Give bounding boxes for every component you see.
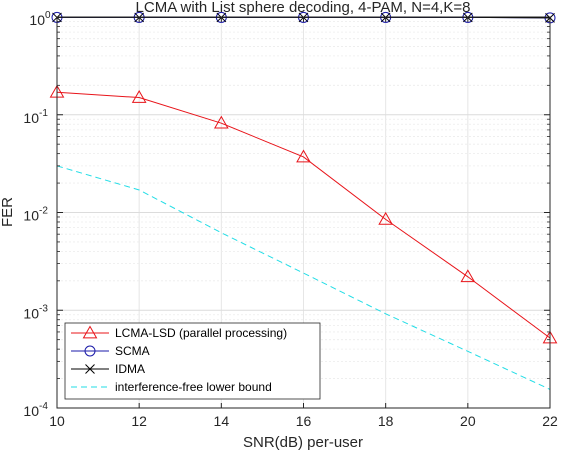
y-axis-label: FER xyxy=(0,197,16,227)
legend-entry: interference-free lower bound xyxy=(71,380,272,394)
series-marker xyxy=(131,90,147,103)
legend-entries: LCMA-LSD (parallel processing) SCMA IDMA in… xyxy=(71,325,287,394)
tick-marks xyxy=(56,16,551,409)
legend-entry: LCMA-LSD (parallel processing) xyxy=(71,325,287,340)
y-tick-label: 10 -4 xyxy=(23,401,48,419)
legend-marker xyxy=(84,345,96,357)
y-tick-label: 10 -1 xyxy=(23,108,48,126)
legend-label: LCMA-LSD (parallel processing) xyxy=(115,326,287,340)
series-line xyxy=(56,91,551,339)
y-tick-base: 10 xyxy=(23,403,39,419)
y-tick-base: 10 xyxy=(23,110,39,126)
x-tick-label: 14 xyxy=(214,413,230,429)
x-tick-label: 18 xyxy=(378,413,394,429)
legend-label: interference-free lower bound xyxy=(115,380,272,394)
legend: LCMA-LSD (parallel processing) SCMA IDMA in… xyxy=(64,322,321,400)
y-tick-label: 10 -3 xyxy=(23,303,48,321)
series-marker xyxy=(213,115,229,129)
y-tick-label: 10 -2 xyxy=(23,206,48,224)
legend-label: IDMA xyxy=(115,362,145,376)
y-tick-base: 10 xyxy=(29,12,45,28)
y-tick-exponent: 0 xyxy=(45,10,51,21)
x-tick-label: 20 xyxy=(460,413,476,429)
legend-entry: SCMA xyxy=(71,344,150,358)
x-marker-stroke xyxy=(85,364,95,374)
y-tick-label: 10 0 xyxy=(29,10,51,28)
y-tick-exponent: -2 xyxy=(39,206,48,217)
y-tick-exponent: -4 xyxy=(39,401,48,412)
y-tick-base: 10 xyxy=(23,208,39,224)
x-tick-labels: 10 12 14 16 18 20 22 xyxy=(49,413,558,429)
y-tick-base: 10 xyxy=(23,305,39,321)
x-axis-label: SNR(dB) per-user xyxy=(243,434,363,451)
series-line xyxy=(56,165,551,390)
series-4 xyxy=(56,165,551,390)
y-tick-exponent: -3 xyxy=(39,303,48,314)
x-tick-label: 12 xyxy=(131,413,147,429)
x-tick-label: 16 xyxy=(296,413,312,429)
legend-box xyxy=(64,322,321,400)
legend-entry: IDMA xyxy=(71,362,145,376)
series-marker xyxy=(378,211,394,225)
x-tick-label: 22 xyxy=(542,413,558,429)
legend-label: SCMA xyxy=(115,344,150,358)
chart-title: LCMA with List sphere decoding, 4-PAM, N… xyxy=(136,0,471,16)
series-marker xyxy=(296,149,311,163)
y-tick-exponent: -1 xyxy=(39,108,48,119)
series-marker xyxy=(460,269,476,283)
series-1 xyxy=(49,84,558,344)
legend-marker xyxy=(85,364,95,374)
x-tick-label: 10 xyxy=(49,413,65,429)
legend-marker xyxy=(82,325,98,339)
